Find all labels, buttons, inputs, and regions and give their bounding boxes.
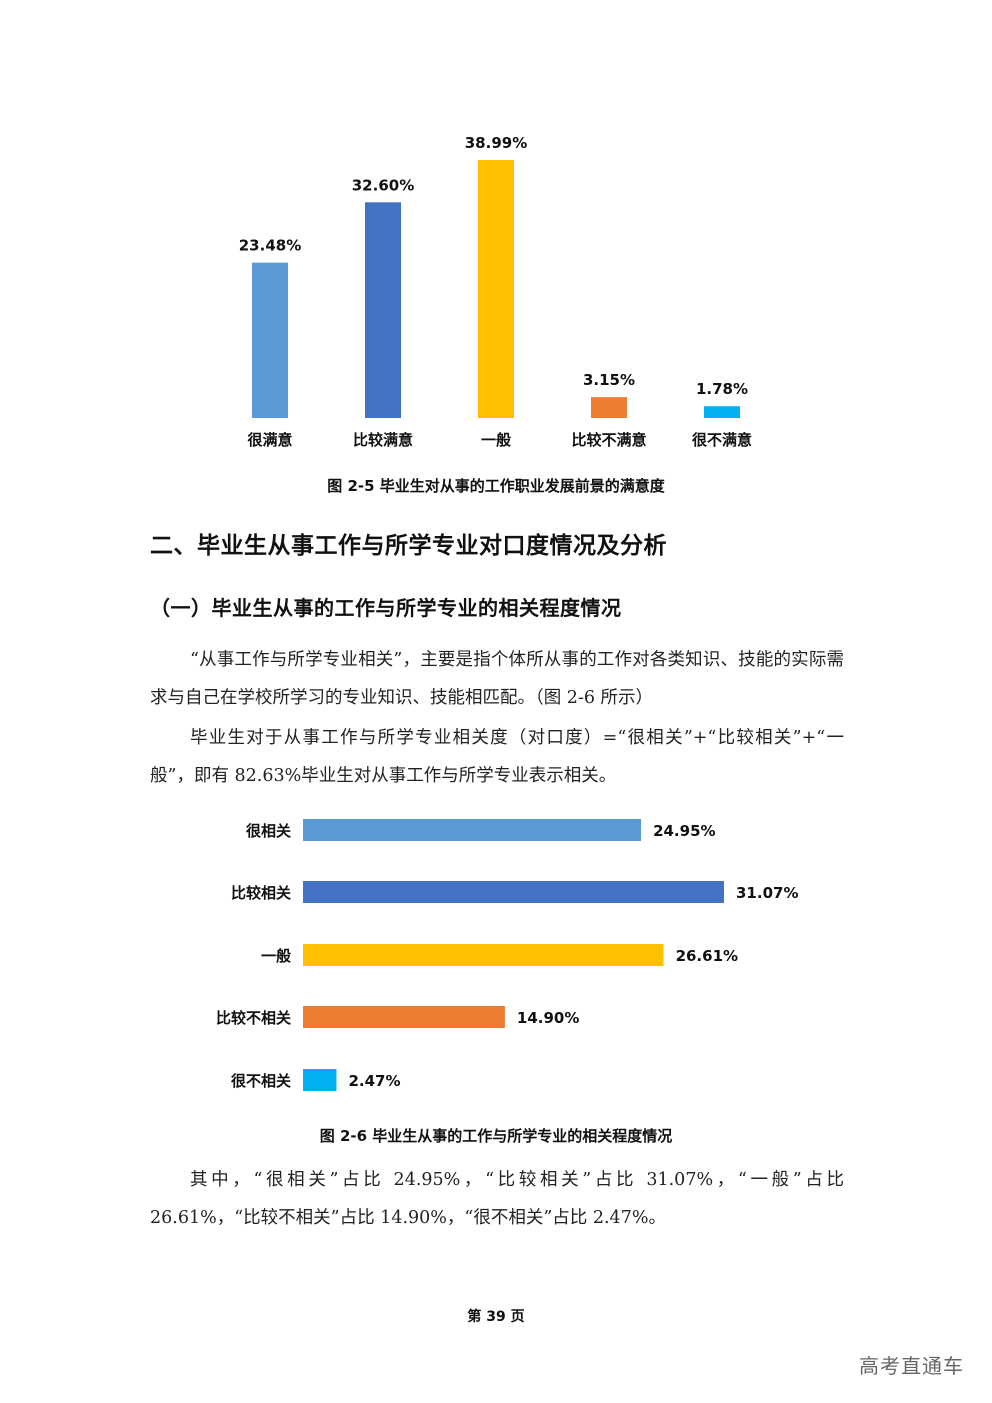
hbar-data-label-2: 26.61% xyxy=(676,947,738,965)
data-label-1: 32.60% xyxy=(352,176,414,194)
hbar-2 xyxy=(303,944,664,966)
figure-caption-2-6: 图 2-6 毕业生从事的工作与所学专业的相关程度情况 xyxy=(319,1127,673,1145)
bar-0 xyxy=(252,262,288,418)
hbar-0 xyxy=(303,819,642,841)
paragraph-breakdown: 其中，“很相关”占比 24.95%，“比较相关”占比 31.07%，“一般”占比… xyxy=(150,1170,844,1228)
bar-2 xyxy=(478,160,514,418)
category-label-4: 很不满意 xyxy=(691,431,752,449)
paragraph-relevance-total: 毕业生对于从事工作与所学专业相关度（对口度）=“很相关”+“比较相关”+“一般”… xyxy=(150,728,844,786)
bar-3 xyxy=(591,397,627,418)
page-number: 第 39 页 xyxy=(467,1309,525,1325)
hbar-data-label-1: 31.07% xyxy=(736,884,798,902)
hbar-category-label-4: 很不相关 xyxy=(230,1072,291,1090)
satisfaction-bar-chart: 23.48% 很满意 32.60% 比较满意 38.99% 一般 3.15% 比较不满意 1.7… xyxy=(239,134,752,449)
data-label-3: 3.15% xyxy=(583,371,635,389)
category-label-0: 很满意 xyxy=(246,431,292,449)
hbar-data-label-0: 24.95% xyxy=(653,822,715,840)
paragraph-definition: “从事工作与所学专业相关”，主要是指个体所从事的工作对各类知识、技能的实际需求与… xyxy=(150,650,844,708)
section-heading: 二、毕业生从事工作与所学专业对口度情况及分析 xyxy=(150,533,667,559)
hbar-4 xyxy=(303,1069,337,1091)
data-label-0: 23.48% xyxy=(239,237,301,255)
category-label-2: 一般 xyxy=(481,431,511,449)
hbar-data-label-4: 2.47% xyxy=(348,1072,400,1090)
category-label-3: 比较不满意 xyxy=(571,431,646,449)
category-label-1: 比较满意 xyxy=(353,431,413,449)
hbar-category-label-0: 很相关 xyxy=(245,822,291,840)
watermark-text: 高考直通车 xyxy=(859,1354,964,1378)
figure-caption-2-5: 图 2-5 毕业生对从事的工作职业发展前景的满意度 xyxy=(327,477,665,495)
bar-4 xyxy=(704,406,740,418)
hbar-category-label-1: 比较相关 xyxy=(231,884,291,902)
hbar-category-label-3: 比较不相关 xyxy=(216,1009,291,1027)
hbar-3 xyxy=(303,1006,505,1028)
data-label-2: 38.99% xyxy=(465,134,527,152)
hbar-1 xyxy=(303,881,724,903)
bar-1 xyxy=(365,202,401,418)
data-label-4: 1.78% xyxy=(696,380,748,398)
subsection-heading: （一）毕业生从事的工作与所学专业的相关程度情况 xyxy=(150,596,622,620)
hbar-data-label-3: 14.90% xyxy=(517,1009,579,1027)
hbar-category-label-2: 一般 xyxy=(261,947,291,965)
